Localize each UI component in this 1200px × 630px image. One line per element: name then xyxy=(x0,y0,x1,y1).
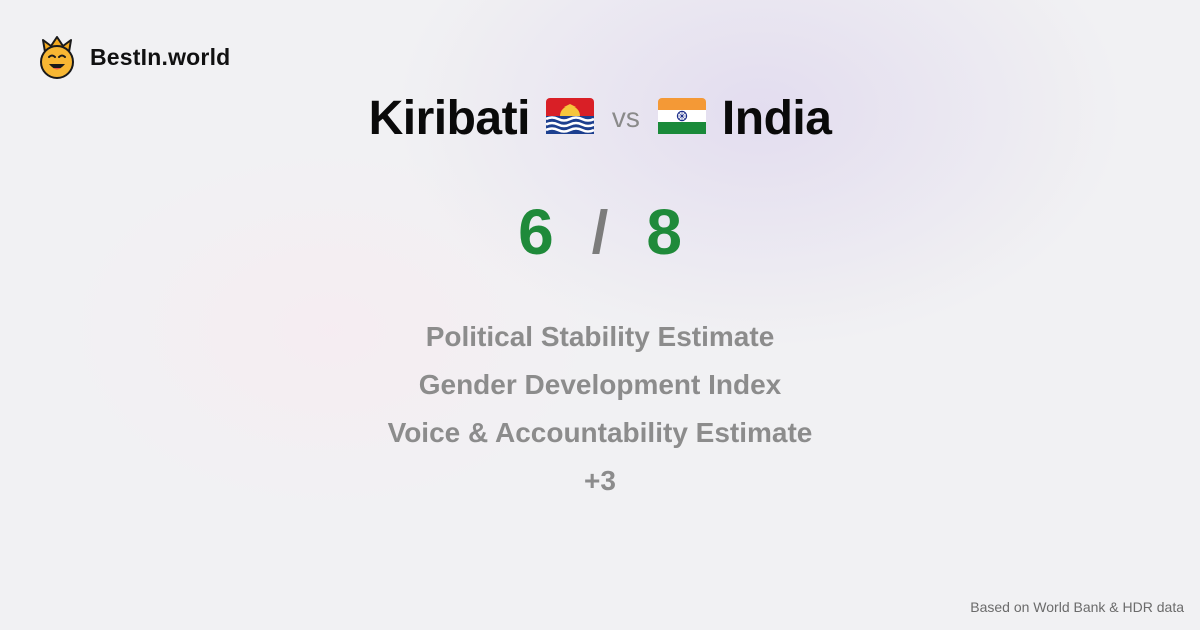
right-country-name: India xyxy=(721,91,832,145)
metric-item: Voice & Accountability Estimate xyxy=(387,417,813,448)
vs-label: vs xyxy=(611,102,640,133)
india-flag-icon xyxy=(657,97,706,139)
score-separator: / xyxy=(591,198,609,266)
kiribati-flag-icon xyxy=(545,97,594,139)
crowned-smiley-icon xyxy=(38,34,76,80)
score-display: 6 / 8 xyxy=(0,196,1200,268)
metric-list: Political Stability Estimate Gender Deve… xyxy=(0,313,1200,505)
left-score: 6 xyxy=(518,196,554,268)
right-score: 8 xyxy=(646,196,682,268)
data-source-note: Based on World Bank & HDR data xyxy=(970,599,1184,615)
left-country-name: Kiribati xyxy=(368,91,531,145)
brand-name: BestIn.world xyxy=(90,43,231,70)
more-metrics-count: +3 xyxy=(584,465,616,496)
brand-header[interactable]: BestIn.world xyxy=(38,34,230,80)
metric-item: Gender Development Index xyxy=(418,369,782,400)
metric-item: Political Stability Estimate xyxy=(425,321,775,352)
comparison-title: Kiribati vs India xyxy=(0,88,1200,148)
